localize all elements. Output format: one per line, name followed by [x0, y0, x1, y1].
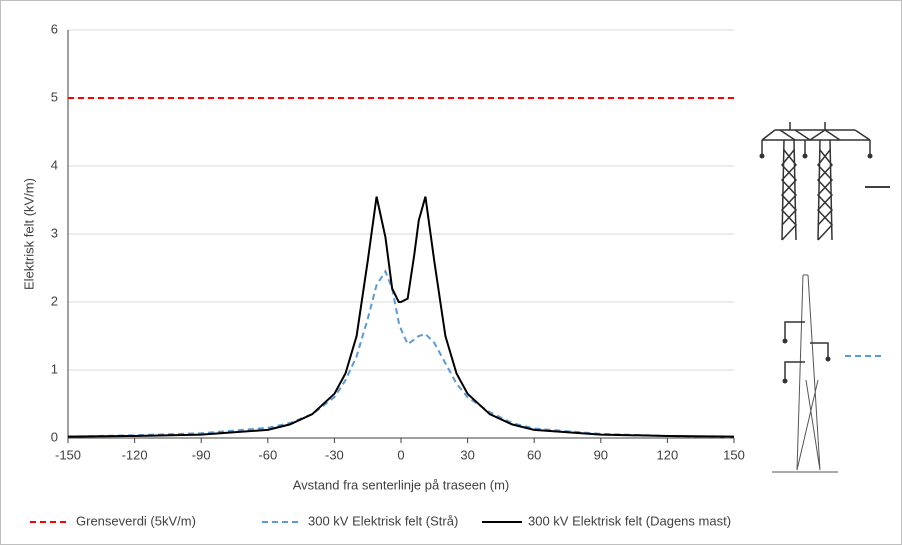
- legend-label: Grenseverdi (5kV/m): [76, 513, 196, 528]
- x-tick-label: 90: [594, 447, 608, 462]
- y-tick-label: 0: [51, 429, 58, 444]
- series-line: [67, 269, 735, 439]
- x-tick-label: -90: [192, 447, 211, 462]
- x-tick-label: 30: [460, 447, 474, 462]
- tower-icon-straw: [772, 274, 838, 473]
- y-tick-label: 2: [51, 293, 58, 308]
- x-tick-label: 60: [527, 447, 541, 462]
- y-tick-label: 4: [51, 157, 58, 172]
- x-tick-label: -60: [258, 447, 277, 462]
- x-tick-label: 120: [657, 447, 679, 462]
- y-tick-label: 1: [51, 361, 58, 376]
- x-axis-title: Avstand fra senterlinje på traseen (m): [293, 477, 510, 492]
- x-tick-label: -30: [325, 447, 344, 462]
- legend-label: 300 kV Elektrisk felt (Dagens mast): [528, 513, 731, 528]
- x-tick-label: -150: [55, 447, 81, 462]
- x-tick-label: 0: [397, 447, 404, 462]
- straw-arms: [784, 321, 882, 380]
- series-line: [67, 196, 735, 438]
- y-tick-label: 6: [51, 21, 58, 36]
- y-tick-label: 3: [51, 225, 58, 240]
- tower-icon-lattice: [761, 122, 890, 241]
- y-tick-label: 5: [51, 89, 58, 104]
- x-tick-label: -120: [122, 447, 148, 462]
- straw-insulators: [782, 338, 831, 384]
- legend-label: 300 kV Elektrisk felt (Strå): [308, 513, 458, 528]
- tower-insulators: [759, 153, 873, 159]
- x-tick-label: 150: [723, 447, 745, 462]
- y-axis-title: Elektrisk felt (kV/m): [21, 178, 36, 290]
